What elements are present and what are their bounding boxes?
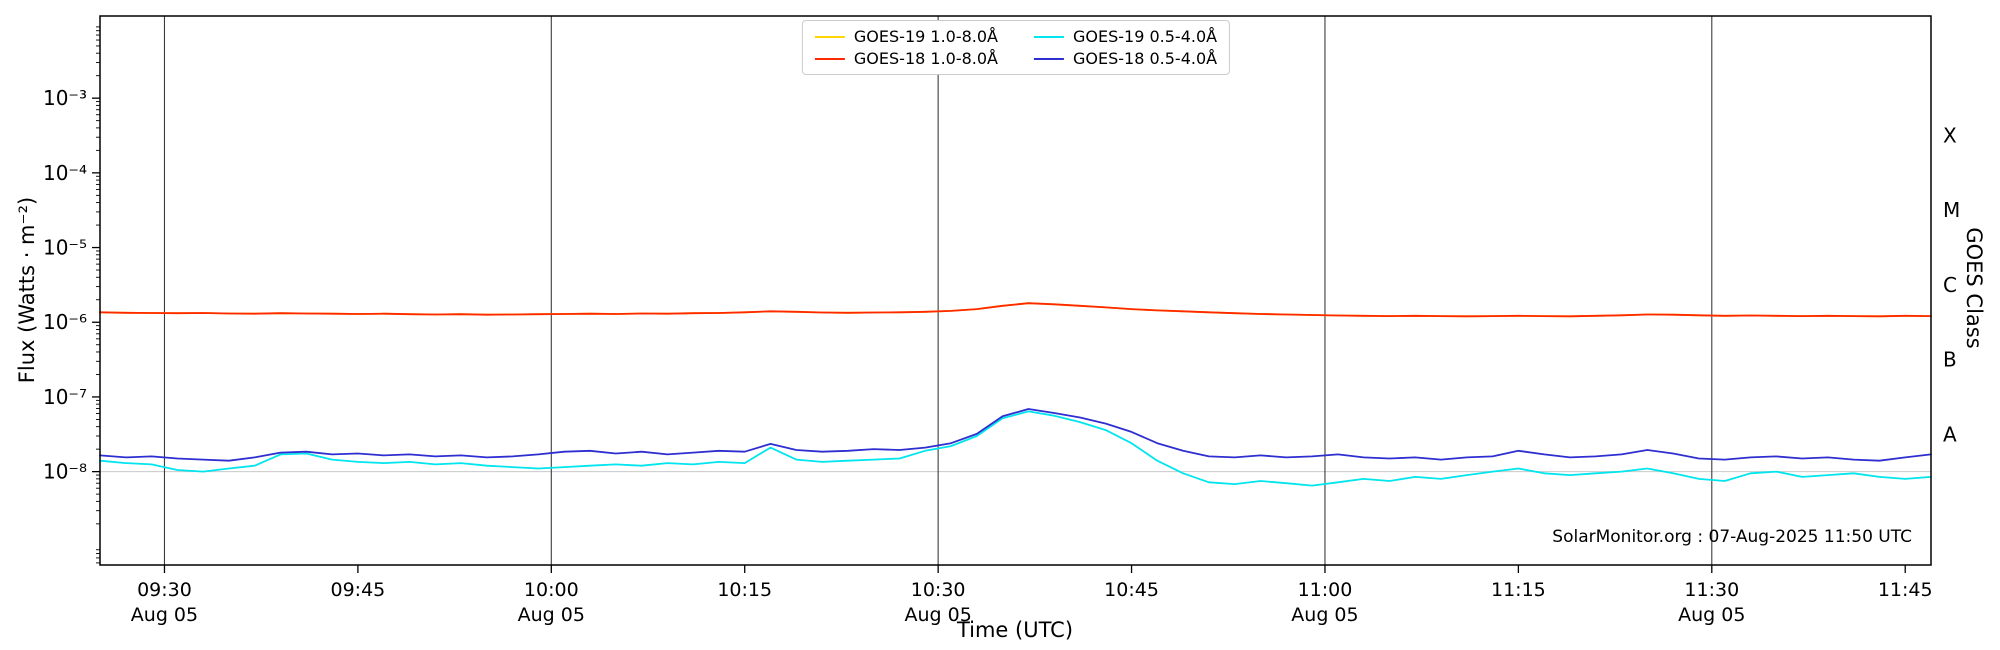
series-line-goes19-short (99, 410, 1932, 487)
y-tick-label: 10⁻⁸ (43, 460, 87, 484)
x-tick-label: 11:30 (1684, 579, 1739, 601)
legend-label: GOES-18 1.0-8.0Å (853, 49, 998, 68)
x-tick-label: 10:15 (717, 579, 772, 601)
x-axis-title: Time (UTC) (956, 618, 1074, 642)
y-axis-title-right: GOES Class (1962, 227, 1986, 349)
x-tick-label: 10:00 (524, 579, 579, 601)
legend-item-goes19-long: GOES-19 1.0-8.0Å (814, 27, 998, 46)
x-tick-label: 11:45 (1878, 579, 1933, 601)
legend-line-sample (1034, 57, 1064, 60)
legend-label: GOES-19 0.5-4.0Å (1073, 27, 1218, 46)
legend-label: GOES-19 1.0-8.0Å (853, 27, 998, 46)
legend-line-sample (814, 35, 845, 38)
plot-frame (99, 15, 1932, 566)
y-tick-label: 10⁻⁷ (43, 385, 87, 409)
goes-class-label-c: C (1943, 273, 1957, 297)
goes-class-label-a: A (1943, 422, 1957, 446)
legend-item-goes18-long: GOES-18 1.0-8.0Å (814, 49, 998, 68)
y-tick-label: 10⁻⁴ (43, 161, 87, 185)
x-tick-label: 10:30 (911, 579, 966, 601)
x-tick-date-label: Aug 05 (904, 604, 971, 626)
x-tick-label: 10:45 (1104, 579, 1159, 601)
watermark: SolarMonitor.org : 07-Aug-2025 11:50 UTC (1552, 527, 1912, 547)
x-tick-date-label: Aug 05 (518, 604, 585, 626)
legend-item-goes19-short: GOES-19 0.5-4.0Å (1034, 27, 1217, 46)
legend-item-goes18-short: GOES-18 0.5-4.0Å (1034, 49, 1217, 68)
x-tick-date-label: Aug 05 (131, 604, 198, 626)
goes-class-label-b: B (1943, 348, 1957, 372)
x-tick-label: 11:00 (1298, 579, 1353, 601)
series-line-goes18-long (99, 302, 1932, 318)
y-tick-label: 10⁻⁵ (43, 236, 87, 260)
goes-class-label-m: M (1943, 198, 1960, 222)
goes-class-label-x: X (1943, 124, 1957, 148)
legend-label: GOES-18 0.5-4.0Å (1073, 49, 1218, 68)
x-tick-label: 09:45 (331, 579, 386, 601)
chart-legend: GOES-19 1.0-8.0Å GOES-18 1.0-8.0Å GOES-19 … (801, 20, 1231, 75)
y-axis-title: Flux (Watts · m⁻²) (15, 196, 39, 384)
y-tick-label: 10⁻⁶ (43, 310, 87, 334)
y-tick-label: 10⁻³ (43, 86, 87, 110)
legend-line-sample (1034, 35, 1064, 38)
x-tick-date-label: Aug 05 (1291, 604, 1358, 626)
x-tick-label: 11:15 (1491, 579, 1546, 601)
series-line-goes18-short (99, 408, 1932, 462)
x-tick-date-label: Aug 05 (1678, 604, 1745, 626)
x-tick-label: 09:30 (137, 579, 192, 601)
legend-line-sample (814, 57, 845, 60)
